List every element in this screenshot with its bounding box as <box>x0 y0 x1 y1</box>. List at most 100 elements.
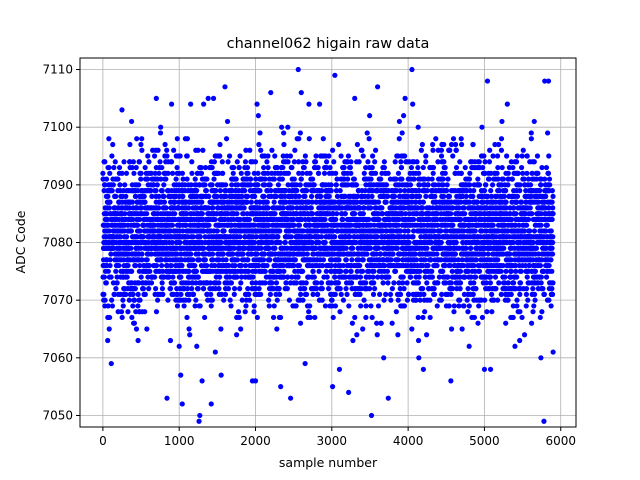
data-point <box>392 268 399 274</box>
data-point <box>189 286 195 292</box>
data-point <box>438 147 445 153</box>
data-point <box>376 216 382 223</box>
data-point <box>348 170 354 176</box>
data-point <box>256 141 262 148</box>
data-point <box>271 176 277 182</box>
data-point <box>327 164 333 171</box>
data-point <box>348 268 354 274</box>
data-point <box>273 280 280 286</box>
data-point <box>395 170 402 176</box>
data-point <box>230 251 236 257</box>
data-point <box>172 211 178 217</box>
data-point <box>330 314 336 321</box>
data-point <box>107 199 113 205</box>
data-point <box>293 303 299 309</box>
data-point <box>356 159 362 165</box>
data-point <box>142 199 148 205</box>
data-point <box>389 320 395 326</box>
data-point <box>423 193 429 199</box>
data-point <box>113 268 119 274</box>
data-point <box>308 205 314 211</box>
data-point <box>391 280 397 286</box>
data-point <box>109 153 115 159</box>
data-point <box>376 245 382 251</box>
data-point <box>265 205 271 211</box>
data-point <box>277 239 283 246</box>
data-point <box>233 176 239 182</box>
data-point <box>326 153 332 159</box>
data-point <box>452 141 459 148</box>
data-point <box>224 118 231 125</box>
data-point <box>111 164 117 171</box>
data-point <box>401 303 408 309</box>
data-point <box>106 164 112 171</box>
data-point <box>269 280 275 286</box>
data-point <box>216 280 222 286</box>
data-point <box>364 130 370 136</box>
data-point <box>285 170 292 176</box>
data-point <box>470 141 476 148</box>
data-point <box>158 176 164 182</box>
data-point <box>131 170 137 176</box>
data-point <box>372 159 378 165</box>
data-point <box>148 251 154 257</box>
data-point <box>151 153 158 159</box>
data-point <box>257 130 263 136</box>
data-point <box>190 291 197 297</box>
data-point <box>420 286 426 292</box>
data-point <box>479 124 485 130</box>
data-point <box>142 164 148 171</box>
data-point <box>310 268 316 274</box>
data-point <box>198 170 205 176</box>
data-point <box>272 211 278 217</box>
data-point <box>114 274 120 280</box>
data-point <box>396 136 402 142</box>
data-point <box>474 199 480 205</box>
data-point <box>158 257 164 263</box>
data-point <box>445 274 451 280</box>
data-point <box>368 205 374 211</box>
data-point <box>177 153 183 159</box>
data-point <box>260 257 267 263</box>
data-point <box>291 222 297 228</box>
data-point <box>243 262 249 269</box>
data-point <box>192 262 198 269</box>
data-point <box>245 193 251 199</box>
data-point <box>285 124 291 130</box>
data-point <box>179 170 186 176</box>
data-point <box>142 309 148 315</box>
data-point <box>430 147 436 153</box>
data-point <box>139 136 145 142</box>
data-point <box>202 164 209 171</box>
data-point <box>266 303 272 309</box>
data-point <box>272 153 278 159</box>
data-point <box>242 159 249 165</box>
data-point <box>265 164 271 171</box>
data-point <box>448 211 454 217</box>
data-point <box>128 118 135 125</box>
data-point <box>352 314 358 321</box>
data-point <box>306 309 312 315</box>
data-point <box>340 297 347 303</box>
data-point <box>230 170 236 176</box>
data-point <box>108 274 114 280</box>
data-point <box>434 262 440 269</box>
data-point <box>217 153 223 159</box>
data-point <box>423 153 429 159</box>
data-point <box>129 268 135 274</box>
data-point <box>255 182 261 188</box>
data-point <box>101 274 108 280</box>
data-point <box>186 297 192 303</box>
data-point <box>190 234 196 240</box>
data-point <box>122 182 128 188</box>
data-point <box>192 303 198 309</box>
data-point <box>200 286 207 292</box>
data-point <box>238 280 244 286</box>
data-point <box>217 141 223 148</box>
data-point <box>411 216 417 223</box>
data-point <box>223 193 229 199</box>
data-point <box>471 314 478 321</box>
data-point <box>275 234 281 240</box>
data-point <box>193 268 199 274</box>
data-point <box>243 303 249 309</box>
